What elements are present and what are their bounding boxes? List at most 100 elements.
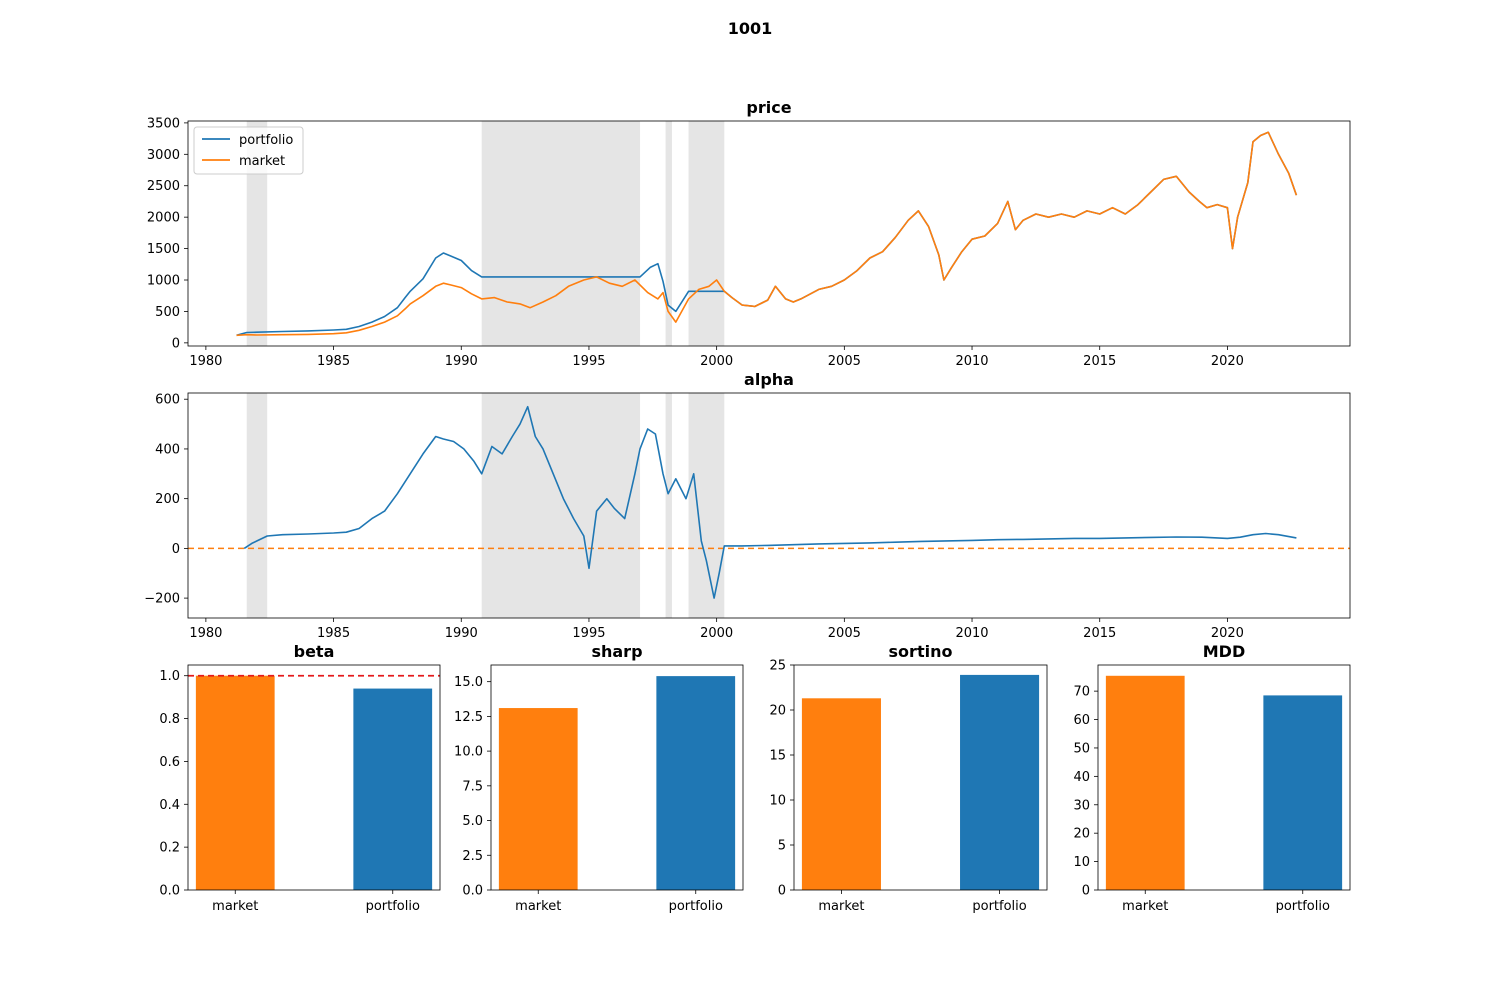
plot-frame bbox=[187, 392, 1351, 619]
mdd-chart: market portfolio 0 10 20 30 40 50 60 70 MDD bbox=[1073, 642, 1351, 914]
shaded-period bbox=[246, 393, 268, 618]
x-tick-label: market bbox=[1122, 899, 1168, 914]
y-tick-label: 200 bbox=[155, 492, 180, 507]
panel-title: MDD bbox=[1203, 642, 1245, 661]
shaded-period bbox=[246, 121, 268, 346]
x-tick-label: market bbox=[515, 899, 561, 914]
beta-chart: market portfolio 0.0 0.2 0.4 0.6 0.8 1.0 beta bbox=[159, 642, 441, 914]
panel-title: price bbox=[746, 98, 791, 117]
shaded-period bbox=[688, 393, 725, 618]
y-tick-label: 2000 bbox=[147, 211, 180, 226]
bar-market bbox=[195, 675, 275, 890]
y-tick-label: 0.6 bbox=[159, 755, 180, 770]
x-tick-label: portfolio bbox=[972, 899, 1026, 914]
x-tick-label: 2010 bbox=[955, 626, 988, 641]
x-tick-label: 2000 bbox=[700, 354, 733, 369]
shaded-period bbox=[481, 393, 641, 618]
y-tick-label: 12.5 bbox=[454, 710, 483, 725]
bar-market bbox=[801, 698, 881, 890]
x-tick-label: 1995 bbox=[572, 626, 605, 641]
x-tick-label: 2015 bbox=[1083, 626, 1116, 641]
shaded-period bbox=[688, 121, 725, 346]
y-tick-label: 10 bbox=[769, 794, 786, 809]
y-tick-label: −200 bbox=[144, 592, 180, 607]
shaded-period bbox=[665, 121, 672, 346]
y-tick-label: 400 bbox=[155, 442, 180, 457]
x-tick-label: 2020 bbox=[1211, 354, 1244, 369]
x-tick-label: 2010 bbox=[955, 354, 988, 369]
bar-portfolio bbox=[960, 674, 1040, 890]
x-tick-label: portfolio bbox=[669, 899, 723, 914]
x-tick-label: portfolio bbox=[1276, 899, 1330, 914]
y-tick-label: 7.5 bbox=[462, 779, 483, 794]
y-tick-label: 2.5 bbox=[462, 849, 483, 864]
y-tick-label: 5 bbox=[778, 839, 786, 854]
x-tick-label: 1980 bbox=[189, 626, 222, 641]
y-tick-label: 0 bbox=[778, 884, 786, 899]
y-tick-label: 0.0 bbox=[159, 884, 180, 899]
panel-title: beta bbox=[294, 642, 335, 661]
y-tick-label: 1.0 bbox=[159, 669, 180, 684]
x-tick-label: portfolio bbox=[366, 899, 420, 914]
x-tick-label: 2000 bbox=[700, 626, 733, 641]
y-tick-label: 600 bbox=[155, 393, 180, 408]
y-tick-label: 500 bbox=[155, 305, 180, 320]
legend-label-portfolio: portfolio bbox=[239, 133, 293, 148]
panel-title: sortino bbox=[889, 642, 953, 661]
plot-frame bbox=[187, 120, 1351, 347]
series-line-portfolio bbox=[236, 131, 1298, 337]
x-tick-label: 1985 bbox=[317, 354, 350, 369]
figure-title: 1001 bbox=[728, 19, 773, 38]
y-tick-label: 10.0 bbox=[454, 745, 483, 760]
y-tick-label: 0.2 bbox=[159, 841, 180, 856]
y-tick-label: 0.8 bbox=[159, 712, 180, 727]
x-tick-label: market bbox=[212, 899, 258, 914]
bar-portfolio bbox=[656, 676, 736, 890]
y-tick-label: 25 bbox=[769, 659, 786, 674]
x-tick-label: 2015 bbox=[1083, 354, 1116, 369]
sharp-chart: market portfolio 0.0 2.5 5.0 7.5 10.0 12.5 15.0 s… bbox=[454, 642, 744, 914]
x-tick-label: 1985 bbox=[317, 626, 350, 641]
y-tick-label: 40 bbox=[1073, 770, 1090, 785]
x-tick-label: 2020 bbox=[1211, 626, 1244, 641]
x-tick-label: 1990 bbox=[445, 626, 478, 641]
sortino-chart: market portfolio 0 5 10 15 20 25 sortino bbox=[769, 642, 1048, 914]
bar-portfolio bbox=[1263, 695, 1343, 890]
y-tick-label: 60 bbox=[1073, 713, 1090, 728]
y-tick-label: 50 bbox=[1073, 741, 1090, 756]
y-tick-label: 1000 bbox=[147, 274, 180, 289]
y-tick-label: 15.0 bbox=[454, 675, 483, 690]
y-tick-label: 20 bbox=[1073, 827, 1090, 842]
plot-frame bbox=[793, 664, 1048, 891]
plot-frame bbox=[490, 664, 744, 891]
bar-portfolio bbox=[353, 688, 433, 890]
series-line-market bbox=[236, 131, 1298, 337]
x-tick-label: market bbox=[818, 899, 864, 914]
shaded-period bbox=[481, 121, 641, 346]
x-tick-label: 1995 bbox=[572, 354, 605, 369]
y-tick-label: 30 bbox=[1073, 798, 1090, 813]
y-tick-label: 15 bbox=[769, 749, 786, 764]
y-tick-label: 0.4 bbox=[159, 798, 180, 813]
y-tick-label: 70 bbox=[1073, 685, 1090, 700]
y-tick-label: 10 bbox=[1073, 855, 1090, 870]
legend-label-market: market bbox=[239, 154, 285, 169]
plot-frame bbox=[1097, 664, 1351, 891]
y-tick-label: 0 bbox=[172, 336, 180, 351]
price-chart: 1980 1985 1990 1995 2000 2005 2010 2015 2020 0 500… bbox=[147, 98, 1351, 369]
x-tick-label: 2005 bbox=[828, 626, 861, 641]
y-tick-label: 5.0 bbox=[462, 814, 483, 829]
y-tick-label: 0 bbox=[172, 542, 180, 557]
y-tick-label: 0.0 bbox=[462, 884, 483, 899]
alpha-chart: 1980 1985 1990 1995 2000 2005 2010 2015 2020−200… bbox=[144, 370, 1351, 641]
plot-frame bbox=[187, 664, 441, 891]
bar-market bbox=[1105, 675, 1185, 890]
y-tick-label: 2500 bbox=[147, 179, 180, 194]
x-tick-label: 1980 bbox=[189, 354, 222, 369]
y-tick-label: 1500 bbox=[147, 242, 180, 257]
legend: portfolio market bbox=[193, 126, 304, 175]
y-tick-label: 3000 bbox=[147, 148, 180, 163]
y-tick-label: 3500 bbox=[147, 116, 180, 131]
panel-title: alpha bbox=[744, 370, 794, 389]
